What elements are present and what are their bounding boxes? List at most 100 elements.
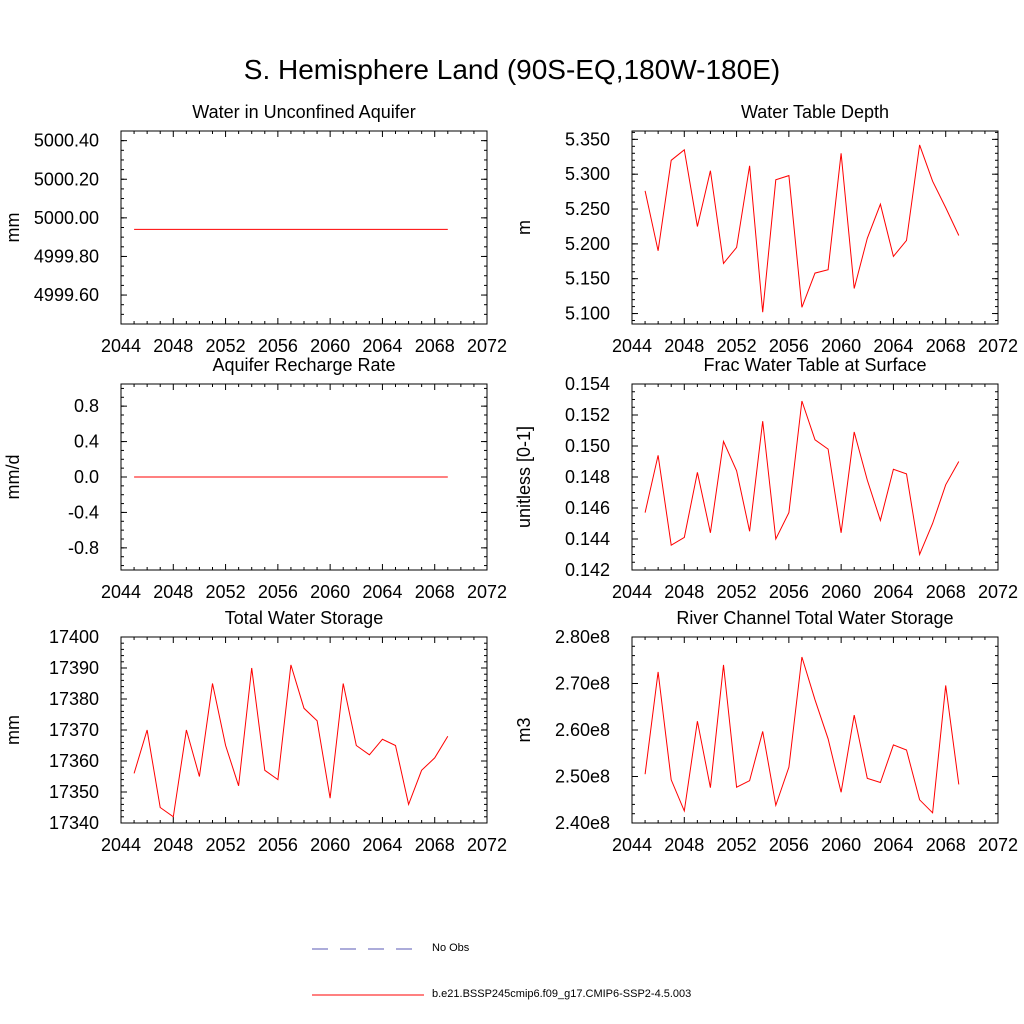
plot-frame xyxy=(120,636,488,824)
x-tick-label: 2072 xyxy=(467,336,507,356)
plot-frame xyxy=(631,130,999,325)
y-tick-label: 0.142 xyxy=(565,560,610,580)
x-tick-label: 2044 xyxy=(101,582,141,602)
x-tick-label: 2060 xyxy=(821,336,861,356)
y-tick-label: 5.200 xyxy=(565,234,610,254)
x-tick-label: 2044 xyxy=(612,582,652,602)
x-tick-label: 2056 xyxy=(258,336,298,356)
y-tick-label: 2.50e8 xyxy=(555,767,610,787)
y-tick-label: 17340 xyxy=(49,813,99,833)
y-axis-label: unitless [0-1] xyxy=(514,426,534,528)
y-tick-label: 4999.60 xyxy=(34,285,99,305)
model-series-line xyxy=(644,400,960,557)
chart-panel-frac-water-table-surface: Frac Water Table at Surface unitless [0-1… xyxy=(514,355,1018,602)
y-tick-label: 4999.80 xyxy=(34,246,99,266)
x-tick-label: 2064 xyxy=(873,336,913,356)
y-tick-label: 0.144 xyxy=(565,529,610,549)
chart-title: Aquifer Recharge Rate xyxy=(212,355,395,375)
y-tick-label: 0.150 xyxy=(565,436,610,456)
chart-title: Water in Unconfined Aquifer xyxy=(192,102,415,122)
y-tick-label: -0.4 xyxy=(68,502,99,522)
x-tick-label: 2056 xyxy=(769,835,809,855)
y-axis-label: m3 xyxy=(514,717,534,742)
y-tick-label: 5.250 xyxy=(565,199,610,219)
y-tick-label: 17380 xyxy=(49,689,99,709)
y-tick-label: 0.0 xyxy=(74,467,99,487)
y-axis-label: m xyxy=(514,220,534,235)
y-tick-label: -0.8 xyxy=(68,538,99,558)
y-tick-label: 17400 xyxy=(49,627,99,647)
y-tick-label: 0.152 xyxy=(565,405,610,425)
x-tick-label: 2064 xyxy=(873,582,913,602)
y-tick-label: 2.40e8 xyxy=(555,813,610,833)
x-tick-label: 2048 xyxy=(153,336,193,356)
x-tick-label: 2072 xyxy=(978,835,1018,855)
chart-title: Water Table Depth xyxy=(741,102,889,122)
x-tick-label: 2072 xyxy=(467,582,507,602)
model-series-line xyxy=(644,656,960,814)
x-tick-label: 2052 xyxy=(717,835,757,855)
x-tick-label: 2060 xyxy=(310,336,350,356)
x-tick-label: 2048 xyxy=(664,582,704,602)
x-tick-label: 2052 xyxy=(717,336,757,356)
y-tick-label: 5000.20 xyxy=(34,169,99,189)
x-tick-label: 2072 xyxy=(978,582,1018,602)
plot-frame xyxy=(120,130,488,325)
page-title: S. Hemisphere Land (90S-EQ,180W-180E) xyxy=(243,54,781,85)
x-tick-label: 2064 xyxy=(362,336,402,356)
x-tick-label: 2052 xyxy=(206,336,246,356)
y-tick-label: 2.80e8 xyxy=(555,627,610,647)
chart-panel-water-unconfined-aquifer: Water in Unconfined Aquifer mm 2044 2048 205… xyxy=(3,102,507,356)
x-tick-label: 2068 xyxy=(415,835,455,855)
y-tick-label: 0.8 xyxy=(74,396,99,416)
chart-title: River Channel Total Water Storage xyxy=(676,608,953,628)
x-tick-label: 2044 xyxy=(612,336,652,356)
y-tick-label: 17370 xyxy=(49,720,99,740)
y-tick-label: 2.60e8 xyxy=(555,720,610,740)
y-tick-label: 5.100 xyxy=(565,304,610,324)
x-tick-label: 2056 xyxy=(769,336,809,356)
chart-title: Frac Water Table at Surface xyxy=(703,355,926,375)
chart-panel-aquifer-recharge-rate: Aquifer Recharge Rate mm/d 2044 2048 2052 205… xyxy=(3,355,507,602)
y-tick-label: 0.154 xyxy=(565,374,610,394)
x-tick-label: 2044 xyxy=(612,835,652,855)
y-tick-label: 0.146 xyxy=(565,498,610,518)
y-tick-label: 5.300 xyxy=(565,164,610,184)
x-tick-label: 2068 xyxy=(415,582,455,602)
y-tick-label: 5.150 xyxy=(565,269,610,289)
x-tick-label: 2060 xyxy=(821,835,861,855)
x-tick-label: 2044 xyxy=(101,336,141,356)
x-tick-label: 2068 xyxy=(926,336,966,356)
x-tick-label: 2048 xyxy=(664,336,704,356)
chart-panel-water-table-depth: Water Table Depth m 2044 2048 2052 2056 2060 20… xyxy=(514,102,1018,356)
plot-frame xyxy=(631,383,999,571)
x-tick-label: 2068 xyxy=(926,582,966,602)
x-tick-label: 2052 xyxy=(717,582,757,602)
x-tick-label: 2068 xyxy=(926,835,966,855)
x-tick-label: 2064 xyxy=(362,835,402,855)
chart-panel-total-water-storage: Total Water Storage mm 2044 2048 2052 2056 206… xyxy=(3,608,507,855)
x-tick-label: 2060 xyxy=(310,582,350,602)
x-tick-label: 2048 xyxy=(153,835,193,855)
y-tick-label: 17350 xyxy=(49,782,99,802)
y-tick-label: 17360 xyxy=(49,751,99,771)
y-tick-label: 5000.00 xyxy=(34,208,99,228)
model-series-line xyxy=(644,144,960,313)
y-tick-label: 2.70e8 xyxy=(555,674,610,694)
x-tick-label: 2056 xyxy=(769,582,809,602)
y-tick-label: 0.4 xyxy=(74,432,99,452)
x-tick-label: 2068 xyxy=(415,336,455,356)
x-tick-label: 2064 xyxy=(362,582,402,602)
x-tick-label: 2052 xyxy=(206,582,246,602)
x-tick-label: 2072 xyxy=(978,336,1018,356)
x-tick-label: 2056 xyxy=(258,582,298,602)
x-tick-label: 2060 xyxy=(310,835,350,855)
x-tick-label: 2056 xyxy=(258,835,298,855)
y-axis-label: mm xyxy=(3,213,23,243)
chart-title: Total Water Storage xyxy=(225,608,383,628)
y-axis-label: mm/d xyxy=(3,455,23,500)
y-tick-label: 0.148 xyxy=(565,467,610,487)
y-tick-label: 5000.40 xyxy=(34,131,99,151)
model-series-line xyxy=(133,664,449,818)
